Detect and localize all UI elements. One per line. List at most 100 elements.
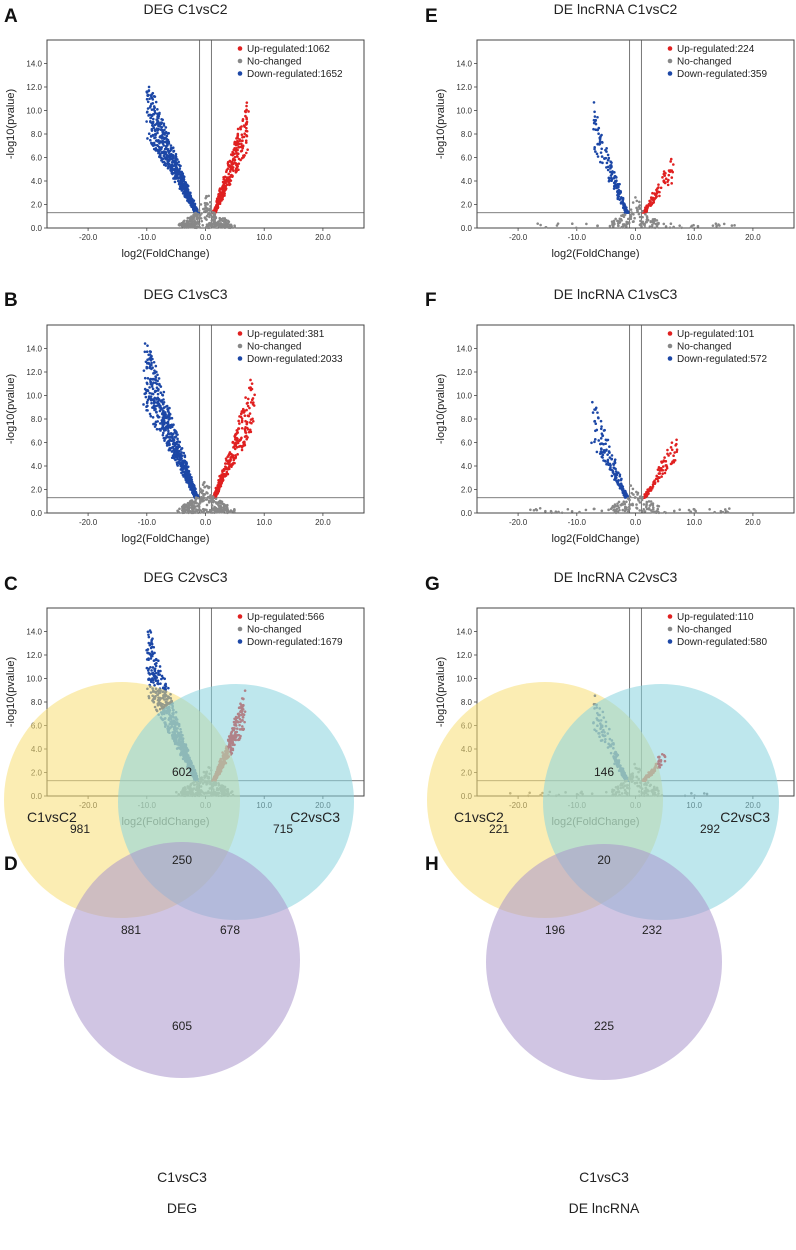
y-tick-label: 8.0 xyxy=(31,698,43,707)
point-down xyxy=(143,342,147,345)
point-no-change xyxy=(728,507,731,510)
point-up xyxy=(232,157,235,160)
point-no-change xyxy=(215,223,219,227)
point-up xyxy=(224,457,228,460)
point-up xyxy=(237,168,240,172)
point-down xyxy=(191,486,195,489)
point-up xyxy=(227,172,231,176)
point-down xyxy=(149,414,153,418)
point-no-change xyxy=(544,509,547,513)
point-up xyxy=(233,142,236,146)
point-down xyxy=(163,156,167,159)
point-no-change xyxy=(208,207,212,211)
point-no-change xyxy=(627,508,631,512)
point-down xyxy=(605,147,608,150)
point-down xyxy=(160,121,164,124)
point-up xyxy=(230,452,233,456)
point-no-change xyxy=(608,224,612,228)
y-tick-label: 6.0 xyxy=(31,439,43,448)
point-down xyxy=(162,157,165,160)
point-up xyxy=(234,438,237,441)
point-up xyxy=(242,444,245,447)
y-tick-label: 8.0 xyxy=(461,130,473,139)
point-no-change xyxy=(220,505,223,509)
point-down xyxy=(179,183,183,187)
point-down xyxy=(158,665,162,668)
y-axis-label: -log10(pvalue) xyxy=(5,657,17,727)
point-no-change xyxy=(177,510,180,514)
point-no-change xyxy=(669,222,673,225)
point-no-change xyxy=(645,507,649,511)
point-down xyxy=(161,401,165,405)
point-down xyxy=(155,382,159,386)
point-down xyxy=(148,386,151,389)
point-no-change xyxy=(638,215,642,219)
point-down xyxy=(163,439,166,442)
point-no-change xyxy=(657,222,660,226)
point-up xyxy=(649,489,652,492)
point-down xyxy=(153,675,157,679)
point-up xyxy=(248,421,252,424)
point-up xyxy=(653,482,657,486)
point-up xyxy=(240,448,244,452)
point-down xyxy=(143,350,147,354)
point-no-change xyxy=(191,220,194,223)
point-no-change xyxy=(229,510,232,513)
point-up xyxy=(225,470,229,474)
chart-title: DEG C1vsC2 xyxy=(143,1,227,17)
point-down xyxy=(594,150,597,153)
point-down xyxy=(612,462,615,466)
point-no-change xyxy=(719,509,723,513)
point-up xyxy=(669,462,673,466)
point-down xyxy=(599,437,603,440)
point-down xyxy=(163,677,167,681)
point-up xyxy=(228,459,232,462)
point-up xyxy=(230,165,234,169)
point-no-change xyxy=(680,226,684,230)
point-down xyxy=(178,461,182,465)
point-down xyxy=(170,450,174,453)
point-up xyxy=(216,487,220,490)
point-up xyxy=(661,176,664,179)
point-down xyxy=(156,679,160,683)
point-down xyxy=(607,156,611,160)
point-no-change xyxy=(629,215,633,219)
point-up xyxy=(244,151,248,155)
point-down xyxy=(189,203,193,207)
point-down xyxy=(599,427,603,431)
point-no-change xyxy=(186,225,190,229)
point-up xyxy=(656,479,660,483)
point-up xyxy=(244,114,247,118)
point-no-change xyxy=(611,220,614,224)
point-up xyxy=(232,446,235,449)
point-no-change xyxy=(210,215,214,219)
point-up xyxy=(229,456,233,459)
point-down xyxy=(146,404,149,408)
point-down xyxy=(148,391,152,395)
point-down xyxy=(169,425,173,428)
point-up xyxy=(235,432,238,436)
point-up xyxy=(227,176,230,179)
point-up xyxy=(243,125,246,129)
point-up xyxy=(248,428,252,432)
point-down xyxy=(146,409,149,412)
point-down xyxy=(153,683,156,687)
point-no-change xyxy=(626,221,630,225)
point-no-change xyxy=(194,213,198,216)
y-tick-label: 14.0 xyxy=(456,628,472,637)
point-down xyxy=(177,171,181,175)
point-up xyxy=(221,478,225,482)
point-no-change xyxy=(195,226,198,230)
legend-label-up: Up-regulated:381 xyxy=(247,329,325,340)
point-up xyxy=(238,422,241,425)
point-down xyxy=(600,425,603,428)
point-down xyxy=(592,101,596,104)
point-up xyxy=(249,418,253,421)
point-down xyxy=(152,401,156,405)
point-down xyxy=(166,420,170,424)
point-down xyxy=(156,681,160,685)
point-no-change xyxy=(183,226,186,229)
point-no-change xyxy=(201,223,205,227)
point-no-change xyxy=(202,207,205,211)
point-down xyxy=(161,151,164,155)
